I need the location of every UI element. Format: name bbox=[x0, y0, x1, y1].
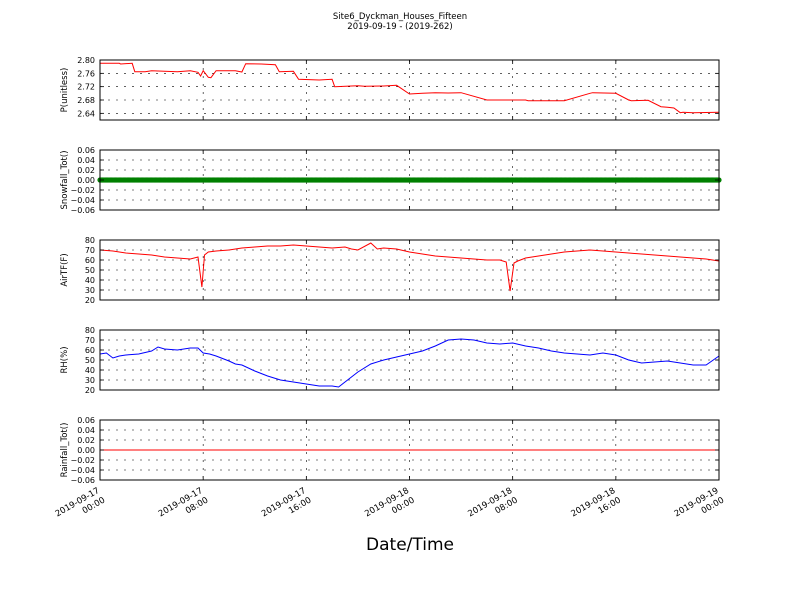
series-markers bbox=[97, 177, 722, 183]
y-tick-label: 20 bbox=[85, 386, 95, 395]
y-tick-label: 30 bbox=[85, 286, 95, 295]
y-tick-label: 2.64 bbox=[77, 109, 95, 118]
y-tick-label: 2.76 bbox=[77, 69, 95, 78]
y-tick-label: 2.80 bbox=[77, 56, 95, 65]
y-tick-label: 60 bbox=[85, 346, 95, 355]
y-tick-label: −0.02 bbox=[70, 456, 95, 465]
y-tick-label: −0.06 bbox=[70, 206, 95, 215]
y-tick-label: 0.00 bbox=[77, 446, 95, 455]
y-tick-label: 20 bbox=[85, 296, 95, 305]
y-tick-label: 60 bbox=[85, 256, 95, 265]
y-tick-label: 0.06 bbox=[77, 416, 95, 425]
y-tick-label: 40 bbox=[85, 366, 95, 375]
subplot-1: 2.80 2.76 2.72 2.68 2.64 P(unitless) bbox=[60, 56, 720, 121]
y-axis-label: P(unitless) bbox=[60, 68, 70, 113]
y-tick-label: 0.04 bbox=[77, 156, 95, 165]
y-tick-label: 80 bbox=[85, 326, 95, 335]
y-axis-label: Snowfall_Tot() bbox=[60, 150, 70, 209]
y-tick-label: −0.04 bbox=[70, 196, 95, 205]
series-line bbox=[100, 62, 720, 114]
figure-title: Site6_Dyckman_Houses_Fifteen bbox=[333, 12, 467, 22]
y-tick-label: 70 bbox=[85, 336, 95, 345]
y-tick-label: 40 bbox=[85, 276, 95, 285]
x-axis-label: Date/Time bbox=[366, 535, 454, 555]
y-tick-label: 0.06 bbox=[77, 146, 95, 155]
y-axis-label: RH(%) bbox=[60, 346, 70, 373]
series-line bbox=[99, 242, 720, 292]
y-tick-label: 0.00 bbox=[77, 176, 95, 185]
y-tick-label: 0.02 bbox=[77, 436, 95, 445]
y-tick-label: 30 bbox=[85, 376, 95, 385]
series-line bbox=[99, 338, 720, 388]
y-tick-label: −0.02 bbox=[70, 186, 95, 195]
subplot-panels: 2.802.762.722.682.64P(unitless)0.060.040… bbox=[60, 56, 722, 485]
y-tick-label: 70 bbox=[85, 246, 95, 255]
y-axis-label: Rainfall_Tot() bbox=[60, 423, 70, 478]
subplot-5: 0.060.040.020.00−0.02−0.04−0.06Rainfall_… bbox=[60, 416, 720, 485]
y-tick-label: 80 bbox=[85, 236, 95, 245]
y-tick-label: 2.68 bbox=[77, 96, 95, 105]
y-axis-label: AirTF(F) bbox=[60, 253, 70, 286]
y-tick-label: 0.04 bbox=[77, 426, 95, 435]
y-tick-label: 0.02 bbox=[77, 166, 95, 175]
subplot-2: 0.060.040.020.00−0.02−0.04−0.06Snowfall_… bbox=[60, 146, 722, 215]
figure-subtitle: 2019-09-19 - (2019-262) bbox=[347, 22, 452, 32]
y-tick-label: −0.04 bbox=[70, 466, 95, 475]
y-tick-label: 2.72 bbox=[77, 83, 95, 92]
y-tick-label: −0.06 bbox=[70, 476, 95, 485]
y-tick-label: 50 bbox=[85, 266, 95, 275]
y-tick-label: 50 bbox=[85, 356, 95, 365]
